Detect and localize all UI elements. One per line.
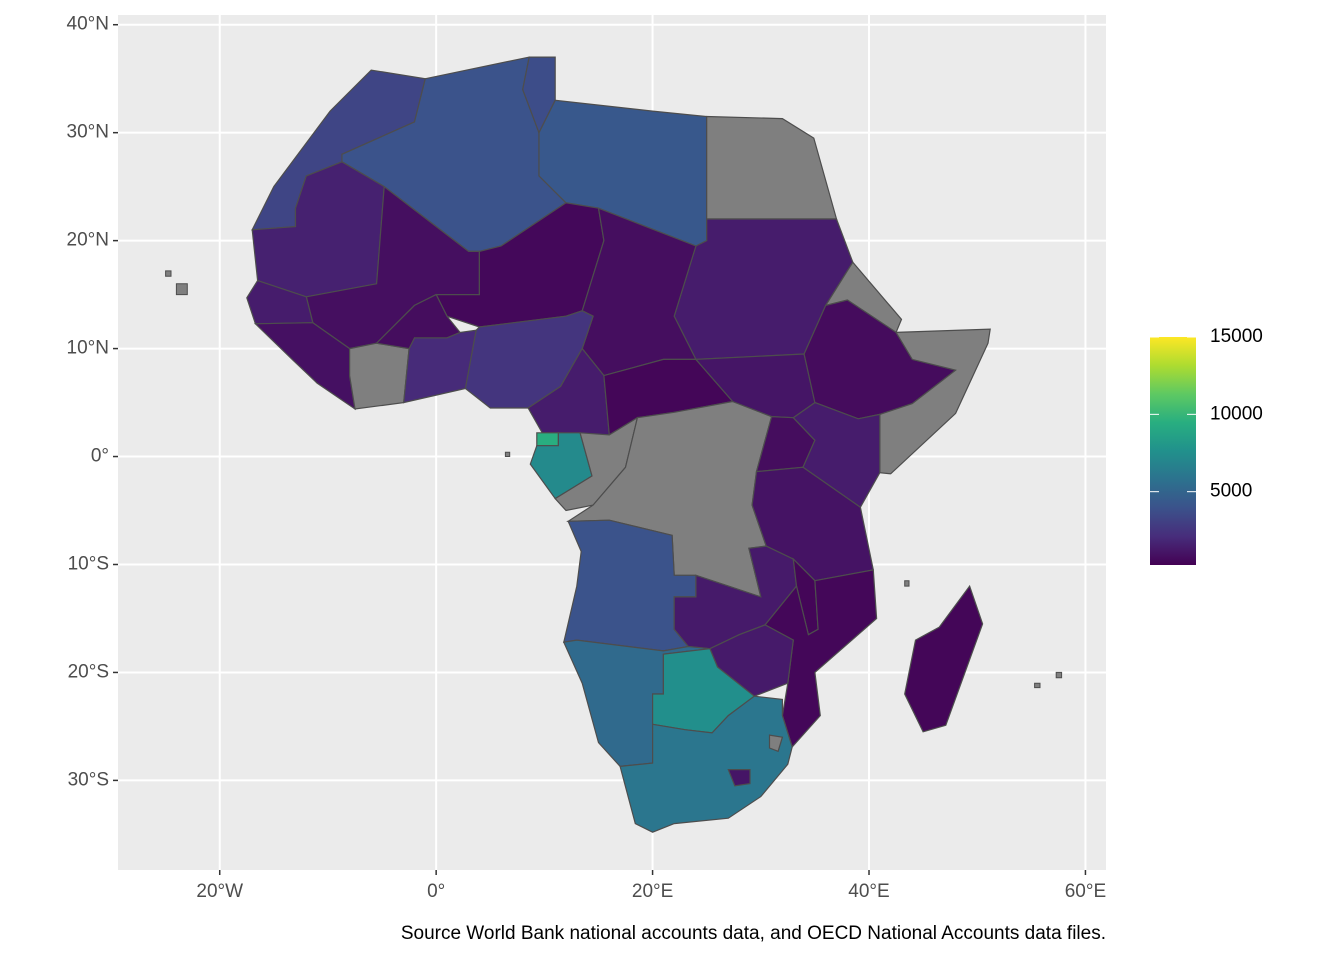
y-tick-label: 20°N xyxy=(67,230,109,251)
country xyxy=(522,56,556,135)
island xyxy=(175,283,188,296)
x-tick-label: 40°E xyxy=(848,881,889,902)
island xyxy=(904,580,910,587)
y-tick-label: 10°N xyxy=(67,338,109,359)
y-tick-label: 10°S xyxy=(68,554,109,575)
y-tick-label: 0° xyxy=(91,446,109,467)
island xyxy=(1055,671,1063,679)
country xyxy=(727,768,751,787)
island xyxy=(1034,682,1041,689)
country xyxy=(536,432,560,447)
country-no-data xyxy=(768,734,784,753)
x-tick-label: 0° xyxy=(427,881,445,902)
y-tick-label: 20°S xyxy=(68,661,109,682)
country xyxy=(764,569,878,749)
country xyxy=(792,401,881,509)
y-tick-label: 40°N xyxy=(67,14,109,35)
country xyxy=(904,584,984,733)
colorbar-label: 5000 xyxy=(1210,481,1252,502)
colorbar-label: 10000 xyxy=(1210,403,1263,424)
country xyxy=(375,293,461,350)
caption: Source World Bank national accounts data… xyxy=(401,923,1106,944)
x-tick-label: 60°E xyxy=(1065,881,1106,902)
y-tick-label: 30°S xyxy=(68,769,109,790)
colorbar-label: 15000 xyxy=(1210,326,1263,347)
x-tick-label: 20°W xyxy=(196,881,243,902)
country-no-data xyxy=(349,342,410,410)
x-tick-label: 20°E xyxy=(632,881,673,902)
island xyxy=(165,270,172,277)
y-tick-label: 30°N xyxy=(67,122,109,143)
colorbar xyxy=(1150,337,1196,565)
country xyxy=(246,279,314,325)
country xyxy=(464,310,594,409)
country xyxy=(619,695,793,833)
island xyxy=(504,451,511,457)
country-no-data xyxy=(706,115,838,220)
